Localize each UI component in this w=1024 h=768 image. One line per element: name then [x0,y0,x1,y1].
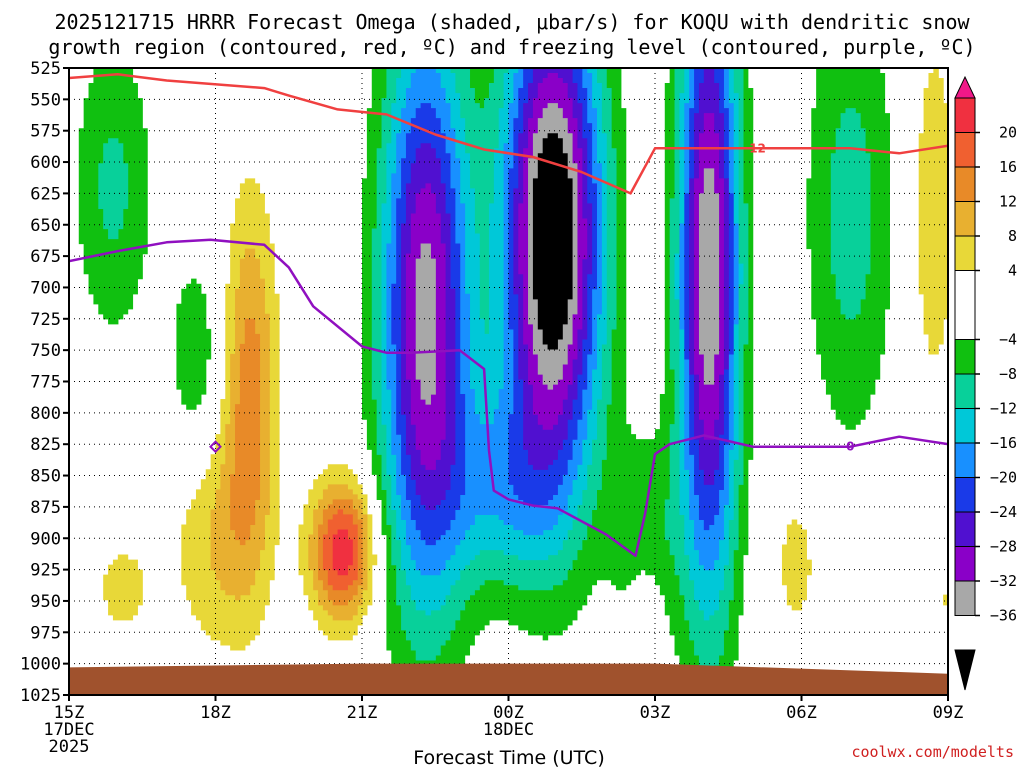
colorbar-segment [954,132,976,168]
freezing-level-0c [69,238,948,558]
y-tick-label: 1000 [20,655,61,675]
y-tick-label: 625 [30,184,61,204]
dgz-contour-label: 12 [749,141,766,155]
y-tick-label: 850 [30,467,61,487]
x-tick-label: 2025 [49,737,90,757]
y-tick-label: 725 [30,310,61,330]
x-tick-label: 03Z [640,703,671,723]
y-tick-label: 525 [30,59,61,79]
colorbar-tick-label: −4 [999,331,1017,349]
y-tick-label: 675 [30,247,61,267]
y-tick-label: 700 [30,278,61,298]
omega-shade-band [401,68,729,511]
colorbar-segment [954,235,976,271]
colorbar-tick-label: −20 [990,469,1017,487]
colorbar-tick-label: 12 [999,193,1017,211]
colorbar-tick-label: 20 [999,124,1017,142]
colorbar-tick-label: −8 [999,365,1017,383]
colorbar-tick-label: −28 [990,538,1017,556]
omega-shade-band [98,68,871,676]
colorbar-segment [954,166,976,202]
plot-area: 12 0 [69,68,948,695]
y-tick-label: 825 [30,435,61,455]
colorbar-tick-label: −24 [990,503,1017,521]
y-tick-label: 600 [30,153,61,173]
source-credit: coolwx.com/modelts [851,743,1014,761]
colorbar-segment [954,97,976,133]
colorbar-segment [954,408,976,444]
omega-shade-band [386,68,739,576]
x-tick-label: 18Z [200,703,231,723]
omega-shading [78,68,948,695]
omega-shade-band [381,68,744,621]
y-tick-label: 800 [30,404,61,424]
colorbar-segment [954,339,976,375]
y-tick-label: 775 [30,373,61,393]
colorbar-segment [954,373,976,409]
y-tick-label: 975 [30,623,61,643]
omega-shade-band [332,529,353,576]
colorbar-tick-label: −16 [990,434,1017,452]
colorbar-segment [954,477,976,513]
freezing-level-label: 0 [846,440,854,454]
x-tick-label: 21Z [347,703,378,723]
omega-shade-band [532,133,573,350]
colorbar-tick-label: −12 [990,400,1017,418]
omega-shade-band [230,318,363,606]
colorbar-bottom-arrow [954,649,976,691]
y-tick-label: 875 [30,498,61,518]
x-tick-label: 15Z [54,703,85,723]
y-tick-label: 950 [30,592,61,612]
colorbar-segment [954,546,976,582]
omega-colorbar: 20 16 12 8 4 −4 −8 −12 −16 −20 −24 −28 −32 −36 [954,75,1017,691]
chart-title-line2: growth region (contoured, red, ºC) and f… [48,35,975,59]
x-axis-label: Forecast Time (UTC) [413,747,604,768]
freezing-level-marker [209,440,222,454]
omega-shade-band [103,68,948,651]
colorbar-segment [954,511,976,547]
x-tick-label: 18DEC [483,720,534,740]
colorbar-tick-label: −32 [990,572,1017,590]
y-tick-label: 925 [30,561,61,581]
chart-title-line1: 2025121715 HRRR Forecast Omega (shaded, … [54,10,970,34]
y-tick-label: 550 [30,90,61,110]
y-tick-label: 650 [30,216,61,236]
colorbar-segment [954,201,976,237]
colorbar-tick-label: 4 [1008,262,1017,280]
terrain-surface [69,663,948,695]
x-tick-label: 09Z [933,703,964,723]
pressure-axis: 525 550 575 600 625 650 675 700 725 750 775 800 825 8… [20,59,69,706]
x-tick-label: 17DEC [43,720,94,740]
y-tick-label: 750 [30,341,61,361]
colorbar-tick-label: −36 [990,607,1017,625]
colorbar-tick-label: 8 [1008,227,1017,245]
colorbar-top-arrow [954,75,976,99]
omega-shade-band [405,73,724,470]
colorbar-tick-label: 16 [999,158,1017,176]
x-tick-label: 00Z [493,703,524,723]
x-tick-label: 06Z [786,703,817,723]
dgz-contour-12c [69,73,948,195]
colorbar-segment [954,442,976,478]
y-tick-label: 575 [30,122,61,142]
y-tick-label: 900 [30,529,61,549]
colorbar-segment [954,580,976,616]
colorbar-segment [954,270,976,340]
contour-lines: 12 0 [69,73,948,558]
y-tick-label: 1025 [20,686,61,706]
